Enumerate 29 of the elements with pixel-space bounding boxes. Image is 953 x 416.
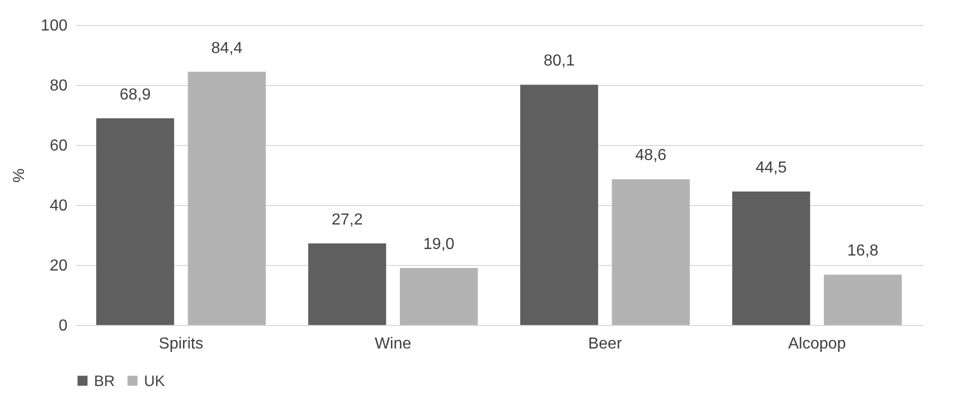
data-label: 16,8 [847, 242, 879, 260]
bar [824, 274, 902, 325]
data-label: 48,6 [635, 147, 667, 164]
y-tick-label: 40 [50, 198, 68, 214]
data-label: 80,1 [544, 52, 575, 70]
legend-label: BR [94, 372, 116, 390]
y-tick-label: 20 [50, 258, 68, 274]
x-tick-label: Alcopop [788, 336, 846, 352]
x-tick-label: Beer [588, 336, 623, 352]
x-tick-label: Spirits [158, 336, 204, 352]
legend-label: UK [144, 372, 165, 390]
bar [188, 72, 266, 325]
y-tick-label: 0 [58, 318, 68, 334]
data-label: 44,5 [756, 160, 787, 176]
x-tick-label: Wine [374, 336, 412, 352]
bar [732, 192, 810, 325]
y-axis-title: % [10, 168, 28, 183]
data-label: 84,4 [211, 40, 243, 57]
bar [96, 118, 174, 325]
data-label: 27,2 [332, 211, 363, 228]
data-label: 19,0 [423, 236, 455, 253]
data-label: 68,9 [120, 86, 151, 104]
bar [520, 84, 598, 325]
y-tick-label: 100 [40, 18, 68, 34]
bar [400, 268, 478, 325]
bar [612, 179, 690, 325]
bar [308, 243, 386, 325]
y-tick-label: 80 [50, 78, 68, 94]
y-tick-label: 60 [50, 138, 68, 154]
